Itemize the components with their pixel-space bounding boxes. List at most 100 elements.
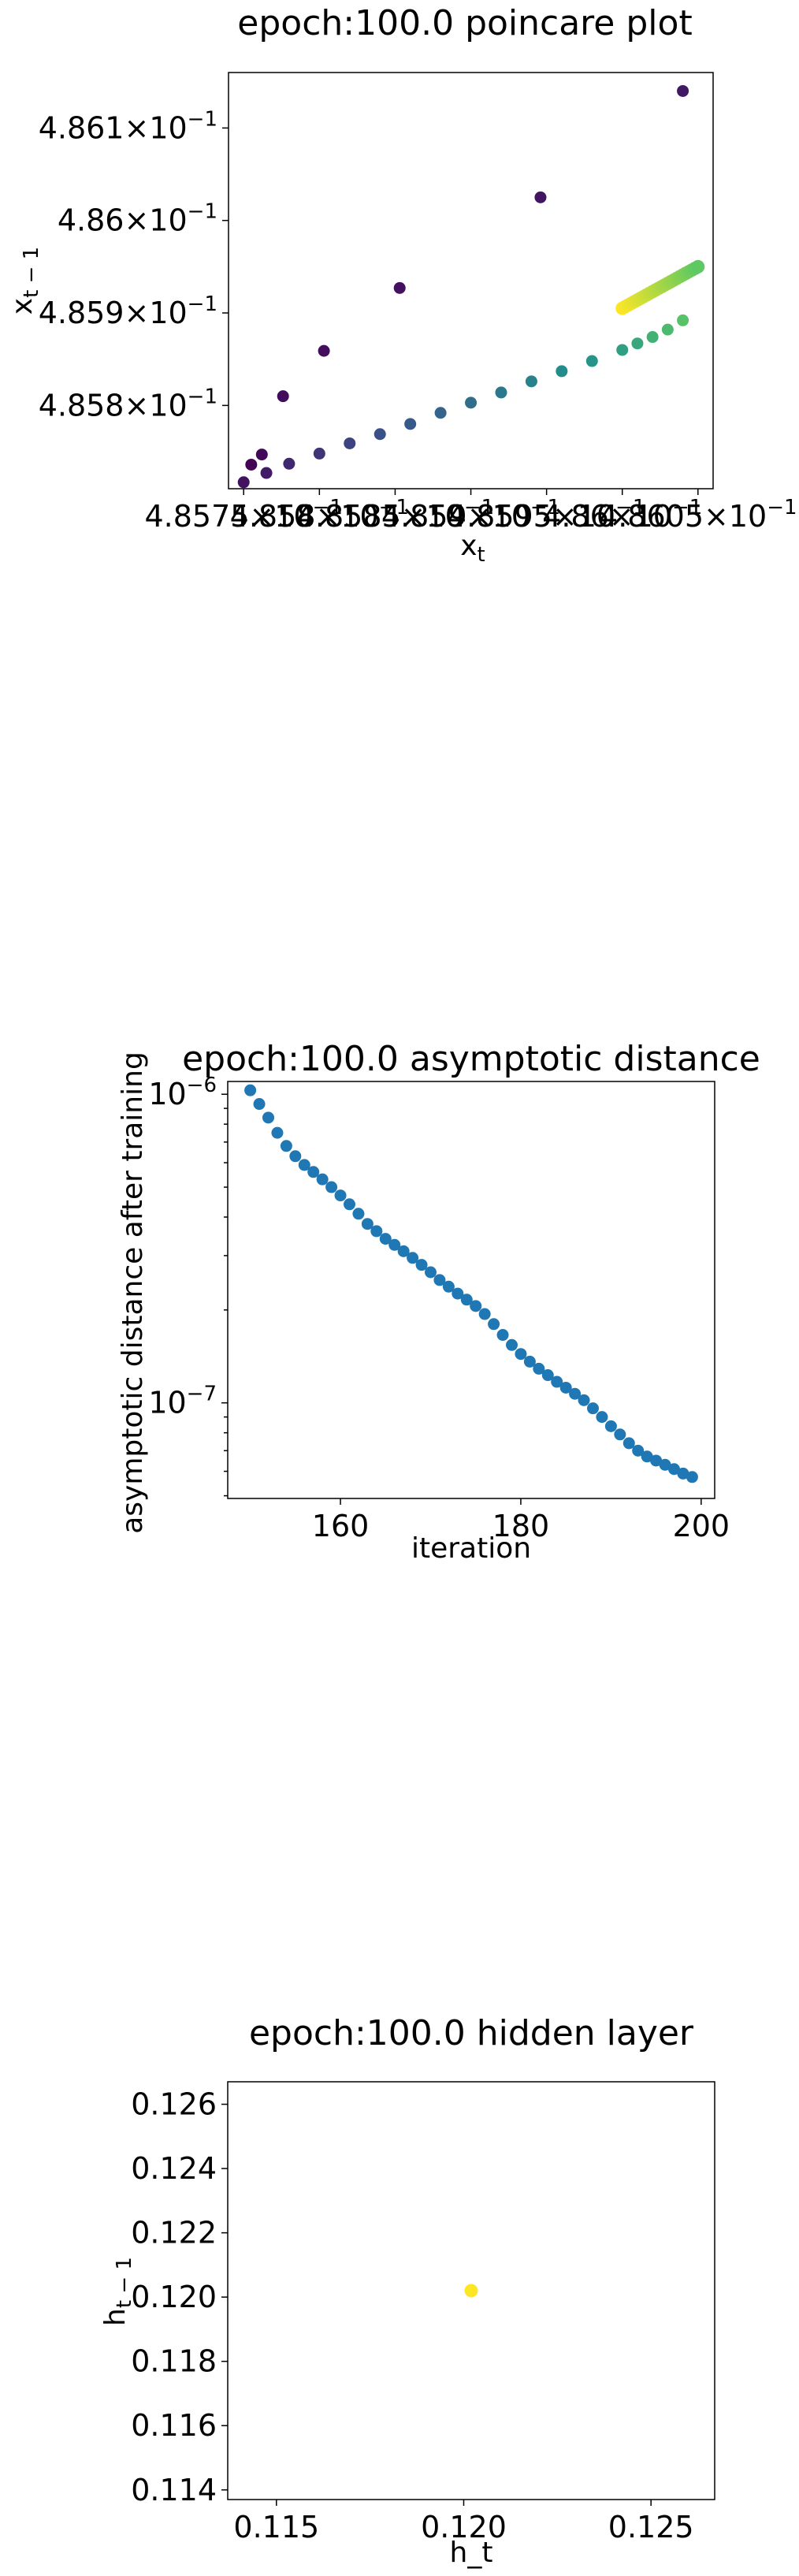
scatter-point: [470, 1300, 482, 1312]
y-tick-label: 0.120: [131, 2280, 217, 2314]
scatter-point: [388, 1238, 401, 1251]
scatter-point: [245, 458, 258, 471]
scatter-point: [677, 84, 689, 97]
y-axis-label: xt − 1: [6, 247, 43, 315]
scatter-point: [361, 1218, 373, 1230]
y-ticks: 0.114 0.116 0.118 0.120 0.122 0.124 0.126: [131, 2087, 228, 2507]
x-axis-label: iteration: [411, 1532, 531, 1565]
scatter-point: [534, 191, 547, 203]
y-tick-label: 0.116: [131, 2408, 217, 2443]
scatter-point: [523, 1355, 536, 1368]
scatter-point: [596, 1411, 608, 1424]
scatter-points: [237, 84, 705, 489]
scatter-point: [533, 1362, 545, 1375]
scatter-point: [277, 390, 289, 403]
x-tick-label: 4.8605×10−1: [599, 496, 797, 534]
scatter-point: [404, 418, 417, 430]
scatter-point: [551, 1375, 563, 1388]
y-axis-label: asymptotic distance after training: [117, 1052, 149, 1534]
scatter-point: [616, 344, 629, 356]
scatter-point: [641, 1450, 653, 1463]
scatter-point: [515, 1348, 527, 1361]
scatter-point: [307, 1166, 320, 1178]
scatter-point: [495, 386, 507, 399]
scatter-point: [325, 1181, 338, 1193]
scatter-point: [283, 457, 295, 470]
x-tick-label: 4.8585×10−1: [296, 496, 494, 534]
x-tick-label: 4.86×10−1: [542, 496, 702, 534]
x-axis-label: xt: [460, 530, 485, 567]
scatter-point: [677, 314, 689, 326]
scatter-point: [525, 375, 537, 388]
y-axis-label: ht − 1: [99, 2257, 136, 2326]
y-tick-label: 10−6: [148, 1074, 217, 1111]
x-ticks: 0.115 0.120 0.125: [233, 2500, 694, 2544]
scatter-point: [661, 323, 674, 336]
scatter-point: [452, 1287, 464, 1300]
scatter-point: [298, 1159, 310, 1171]
scatter-point: [460, 1294, 473, 1306]
x-tick-label: 0.125: [608, 2510, 694, 2544]
scatter-point: [352, 1208, 365, 1220]
scatter-point: [280, 1140, 292, 1152]
scatter-point: [559, 1381, 572, 1394]
plot-frame: [227, 1081, 715, 1499]
x-tick-label: 200: [673, 1509, 730, 1543]
scatter-point: [289, 1150, 302, 1163]
scatter-point: [578, 1394, 590, 1406]
scatter-point: [393, 281, 406, 294]
scatter-point: [344, 437, 356, 449]
scatter-point: [313, 447, 325, 460]
plot-frame: [227, 2081, 715, 2500]
x-tick-label: 0.120: [421, 2510, 507, 2544]
y-tick-label: 0.118: [131, 2344, 217, 2379]
scatter-point: [614, 1428, 626, 1441]
y-tick-label: 4.86×10−1: [58, 200, 217, 238]
x-tick-label: 180: [492, 1509, 550, 1543]
asymptotic-distance-chart: epoch:100.0 asymptotic distance 10−7 10−6…: [117, 1039, 760, 1565]
chart-title: epoch:100.0 poincare plot: [237, 3, 692, 43]
scatter-point: [370, 1225, 383, 1238]
scatter-point: [686, 1471, 698, 1483]
y-tick-label: 0.114: [131, 2473, 217, 2507]
scatter-point: [465, 396, 478, 409]
y-tick-label: 0.124: [131, 2151, 217, 2186]
scatter-point: [650, 1454, 663, 1467]
plot-frame: [228, 72, 714, 490]
scatter-point: [255, 449, 268, 461]
scatter-point: [237, 476, 250, 489]
y-tick-label: 4.858×10−1: [39, 385, 217, 423]
chart-title: epoch:100.0 hidden layer: [249, 2013, 694, 2053]
scatter-point: [488, 1318, 500, 1331]
scatter-point: [659, 1458, 671, 1471]
scatter-point: [434, 407, 447, 419]
hidden-layer-chart: epoch:100.0 hidden layer 0.114 0.116 0.118…: [99, 2013, 715, 2569]
scatter-point: [604, 1420, 617, 1432]
scatter-point: [442, 1280, 455, 1293]
scatter-point: [334, 1189, 347, 1202]
x-tick-label: 4.859×10−1: [381, 496, 560, 534]
x-ticks: 160 180 200: [312, 1498, 730, 1543]
scatter-point: [316, 1173, 329, 1186]
scatter-point: [478, 1308, 491, 1320]
scatter-point: [407, 1252, 419, 1264]
scatter-point: [587, 1402, 599, 1415]
scatter-point: [379, 1233, 392, 1245]
y-tick-label: 4.859×10−1: [39, 292, 217, 330]
scatter-point: [585, 355, 598, 367]
scatter-point: [397, 1245, 410, 1257]
scatter-point: [496, 1329, 509, 1342]
chart-title: epoch:100.0 asymptotic distance: [182, 1039, 760, 1079]
scatter-point: [677, 1467, 689, 1480]
scatter-point: [244, 1084, 257, 1096]
x-tick-label: 4.858×10−1: [230, 496, 409, 534]
y-tick-label: 0.122: [131, 2216, 217, 2250]
x-tick-label: 0.115: [233, 2510, 319, 2544]
scatter-point: [622, 1437, 635, 1450]
y-ticks: 4.858×10−1 4.859×10−1 4.86×10−1 4.861×10−1: [39, 107, 229, 423]
x-tick-label: 160: [312, 1509, 370, 1543]
x-axis-label: h_t: [450, 2537, 493, 2569]
scatter-point: [262, 1111, 274, 1124]
scatter-point: [415, 1259, 428, 1271]
scatter-point: [631, 337, 644, 350]
